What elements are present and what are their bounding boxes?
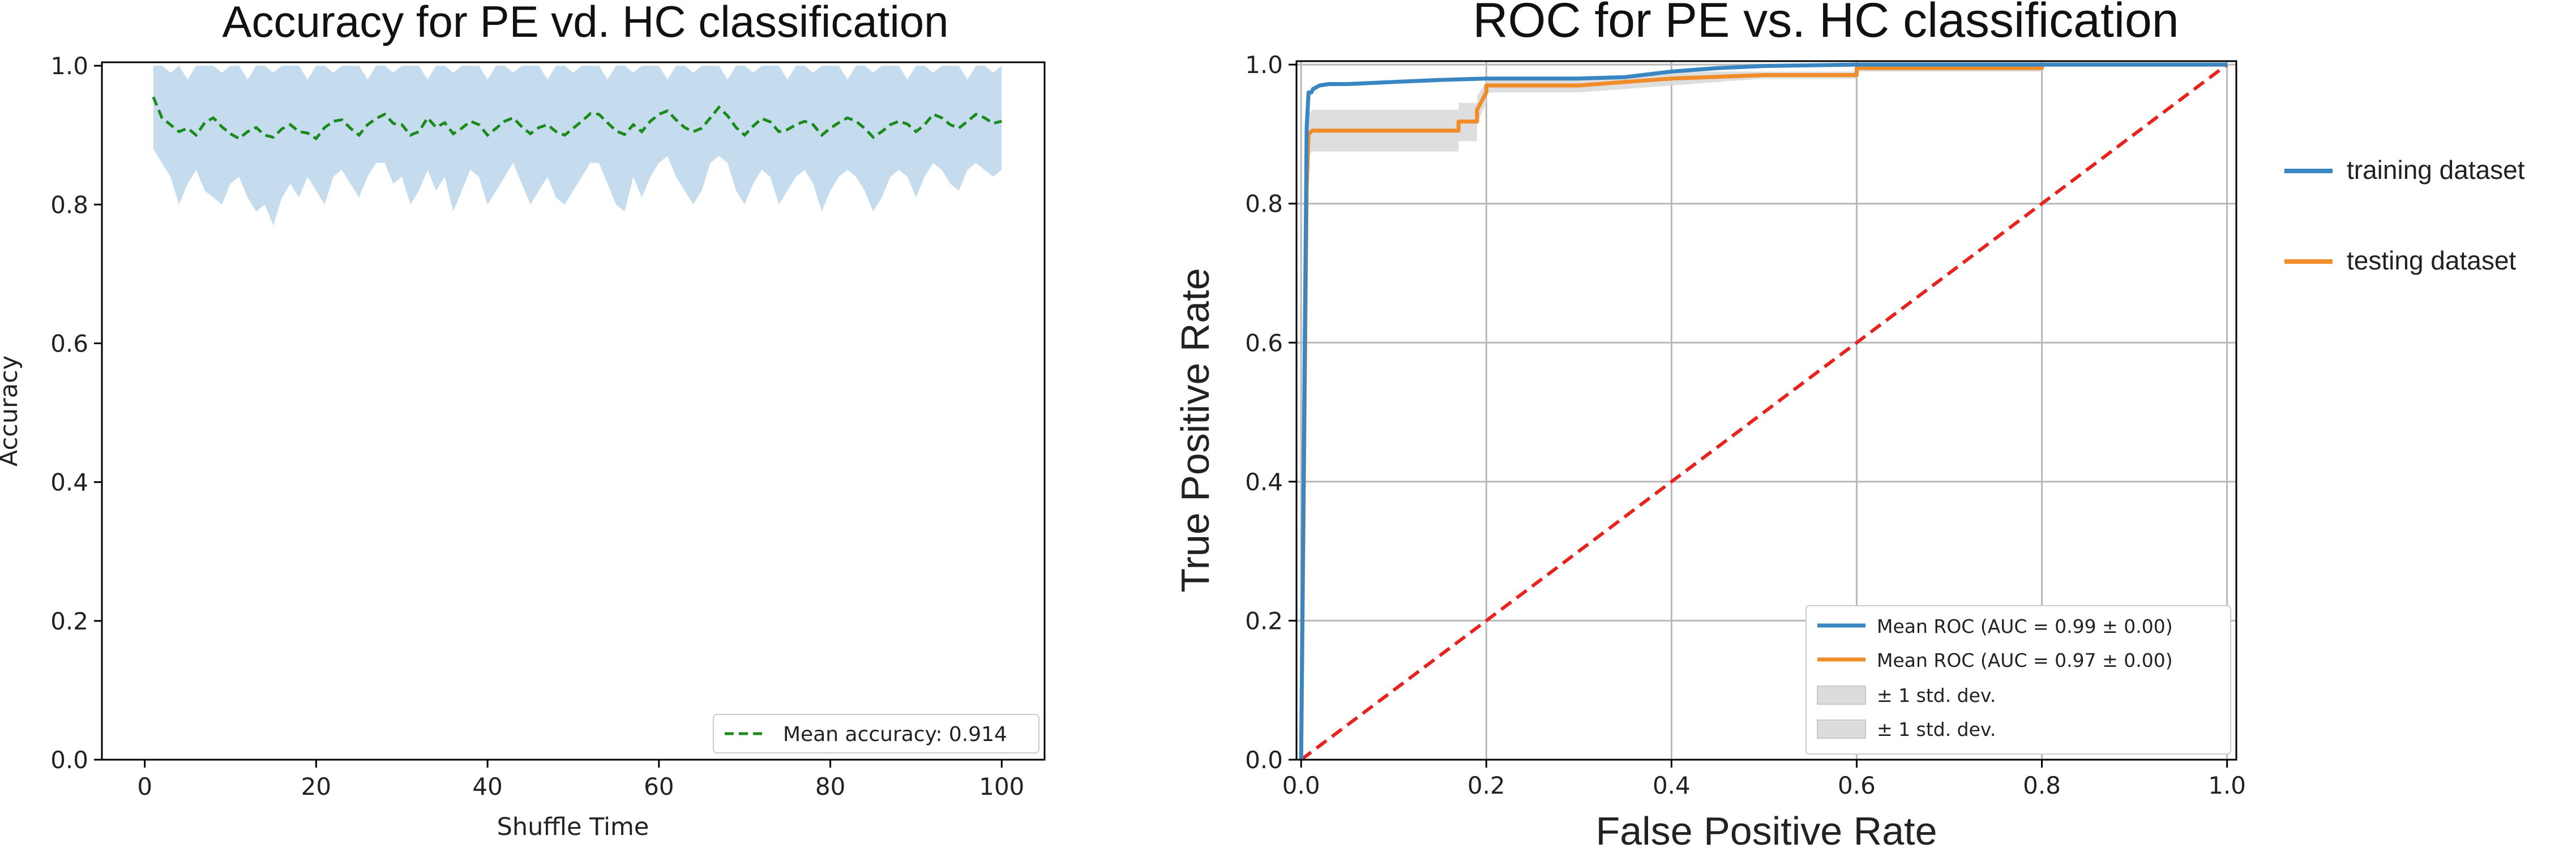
roc-y-tick-label: 0.0 (1245, 746, 1283, 774)
accuracy-y-tick-label: 0.4 (50, 469, 88, 496)
roc-outer-legend: training dataset testing dataset (2284, 155, 2525, 275)
accuracy-y-tick-label: 0.6 (50, 329, 88, 357)
roc-y-tick-label: 0.6 (1245, 329, 1283, 357)
roc-std-band-group (1301, 65, 2227, 760)
roc-std-band (1301, 65, 2227, 760)
roc-training-line (1299, 62, 2227, 760)
roc-x-axis-label: False Positive Rate (1595, 809, 1937, 848)
outer-legend-label-testing: testing dataset (2347, 246, 2516, 275)
roc-lines-group (1299, 62, 2228, 761)
roc-x-ticks: 0.0 0.2 0.4 0.6 0.8 1.0 (1282, 760, 2246, 799)
roc-x-tick-label: 0.8 (2023, 772, 2061, 799)
roc-x-tick-label: 0.0 (1282, 772, 1320, 799)
roc-y-tick-label: 0.2 (1245, 607, 1283, 635)
roc-legend-label-testing: Mean ROC (AUC = 0.97 ± 0.00) (1877, 649, 2173, 671)
accuracy-x-tick-label: 100 (979, 773, 1024, 800)
roc-legend-swatch-band-1 (1817, 686, 1866, 705)
roc-plot-frame (1295, 60, 2237, 761)
outer-legend-label-training: training dataset (2347, 155, 2525, 185)
roc-chance-line (1300, 63, 2228, 761)
accuracy-legend: Mean accuracy: 0.914 (713, 714, 1039, 753)
accuracy-x-axis-label: Shuffle Time (497, 813, 649, 841)
roc-legend-label-training: Mean ROC (AUC = 0.99 ± 0.00) (1877, 615, 2173, 637)
roc-legend-label-band-2: ± 1 std. dev. (1877, 718, 1996, 740)
accuracy-lines-group (152, 96, 1002, 141)
accuracy-std-band-group (153, 66, 1002, 226)
accuracy-x-ticks: 0 20 40 60 80 100 (137, 760, 1024, 800)
roc-x-tick-label: 0.2 (1467, 772, 1505, 799)
roc-y-axis-label: True Positive Rate (1173, 268, 1217, 592)
roc-legend-label-band-1: ± 1 std. dev. (1877, 684, 1996, 706)
accuracy-legend-label: Mean accuracy: 0.914 (783, 723, 1007, 746)
accuracy-y-tick-label: 0.2 (50, 607, 88, 635)
accuracy-x-tick-label: 60 (644, 773, 674, 800)
roc-legend-swatch-band-2 (1817, 719, 1866, 739)
accuracy-x-tick-label: 20 (301, 773, 331, 800)
accuracy-chart: Accuracy for PE vd. HC classification 0 2… (0, 0, 1046, 841)
accuracy-mean-line (152, 96, 1002, 141)
accuracy-plot-frame (101, 61, 1046, 761)
accuracy-y-tick-label: 1.0 (50, 52, 88, 80)
accuracy-std-band (153, 66, 1002, 226)
roc-x-tick-label: 1.0 (2208, 772, 2246, 799)
roc-chart: ROC for PE vs. HC classification 0.0 0.2 0… (1173, 0, 2525, 848)
accuracy-x-tick-label: 80 (815, 773, 845, 800)
roc-legend-box (1805, 605, 2231, 755)
accuracy-legend-box (713, 714, 1039, 753)
roc-testing-line (1299, 62, 2227, 760)
roc-x-tick-label: 0.4 (1653, 772, 1691, 799)
accuracy-y-tick-label: 0.8 (50, 191, 88, 219)
roc-x-tick-label: 0.6 (1838, 772, 1876, 799)
accuracy-y-ticks: 0.0 0.2 0.4 0.6 0.8 1.0 (50, 52, 102, 774)
accuracy-x-tick-label: 40 (472, 773, 502, 800)
accuracy-y-tick-label: 0.0 (50, 746, 88, 774)
accuracy-x-tick-label: 0 (137, 773, 152, 800)
roc-legend: Mean ROC (AUC = 0.99 ± 0.00) Mean ROC (A… (1805, 605, 2231, 755)
roc-y-tick-label: 0.8 (1245, 190, 1283, 218)
roc-y-ticks: 0.0 0.2 0.4 0.6 0.8 1.0 (1245, 51, 1296, 774)
roc-chart-title: ROC for PE vs. HC classification (1473, 0, 2179, 48)
accuracy-y-axis-label: Accuracy (0, 356, 23, 466)
roc-y-tick-label: 0.4 (1245, 468, 1283, 496)
accuracy-chart-title: Accuracy for PE vd. HC classification (222, 0, 948, 46)
roc-y-tick-label: 1.0 (1245, 51, 1283, 79)
